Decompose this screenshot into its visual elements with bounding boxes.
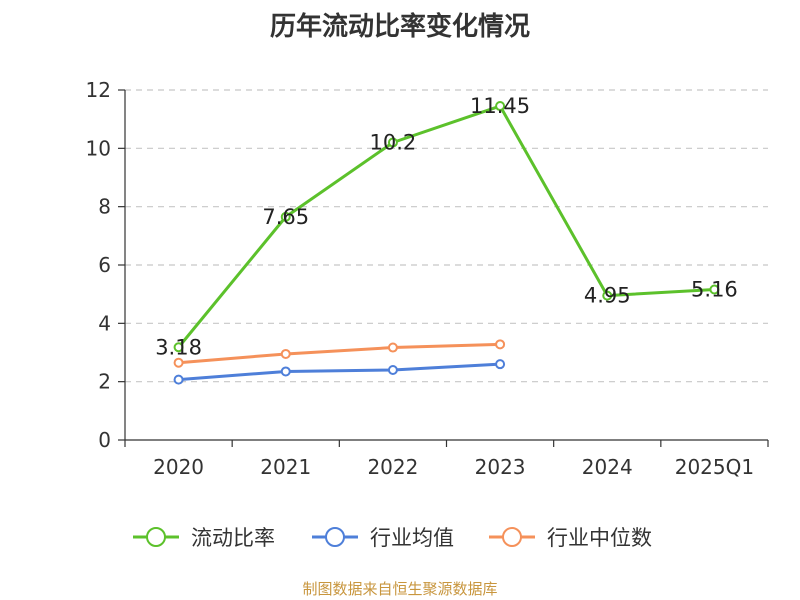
legend-label: 行业中位数 [547,526,652,550]
series-line-2 [178,362,501,382]
legend-item-3[interactable]: 行业中位数 [489,526,652,550]
data-point[interactable] [495,359,506,370]
axis-layer: 0 2 4 6 8 10 12 2020 2021 2022 2023 2024 2025Q1 [86,78,769,479]
x-tick-label: 2023 [475,455,526,479]
legend-item-2[interactable]: 行业均值 [312,526,454,550]
chart-title: 历年流动比率变化情况 [269,12,530,42]
data-label: 5.16 [691,278,738,302]
legend-marker [325,527,345,547]
y-tick-label: 4 [98,311,111,335]
data-label-layer: 3.18 7.65 10.2 11.45 4.95 5.16 [155,94,738,359]
data-point[interactable] [173,357,184,368]
data-label: 11.45 [470,94,530,118]
legend-label: 行业均值 [370,526,454,550]
series-layer [173,101,720,385]
data-label: 3.18 [155,335,202,359]
y-tick-label: 6 [98,253,111,277]
data-point[interactable] [602,290,613,301]
data-label: 7.65 [262,205,309,229]
data-point[interactable] [173,374,184,385]
x-tick-label: 2021 [260,455,311,479]
data-point[interactable] [387,365,398,375]
data-point[interactable] [495,101,506,112]
source-footer: 制图数据来自恒生聚源数据库 [302,580,498,598]
series-line-3 [178,342,501,365]
data-point[interactable] [280,211,291,222]
data-point[interactable] [173,342,184,353]
y-tick-label: 0 [98,428,111,452]
y-tick-label: 8 [98,195,111,219]
x-tick-label: 2024 [582,455,633,479]
x-tick-label: 2020 [153,455,204,479]
y-tick-label: 12 [86,78,111,102]
x-tick-label: 2025Q1 [675,455,754,479]
legend: 流动比率 行业均值 行业中位数 [133,526,652,550]
data-point[interactable] [280,348,291,359]
y-tick-label: 2 [98,370,111,394]
data-label: 4.95 [584,284,631,308]
data-point[interactable] [495,339,506,350]
legend-item-1[interactable]: 流动比率 [133,526,275,550]
legend-label: 流动比率 [191,526,275,550]
data-label: 10.2 [370,131,417,155]
x-tick-label: 2022 [367,455,418,479]
y-tick-label: 10 [86,136,111,160]
legend-marker [146,527,166,547]
data-point[interactable] [387,342,398,353]
series-line-1 [177,104,715,349]
data-point[interactable] [709,284,720,295]
data-point[interactable] [280,366,291,377]
grid-layer [125,89,768,383]
legend-marker [502,527,522,547]
data-point[interactable] [387,137,398,148]
